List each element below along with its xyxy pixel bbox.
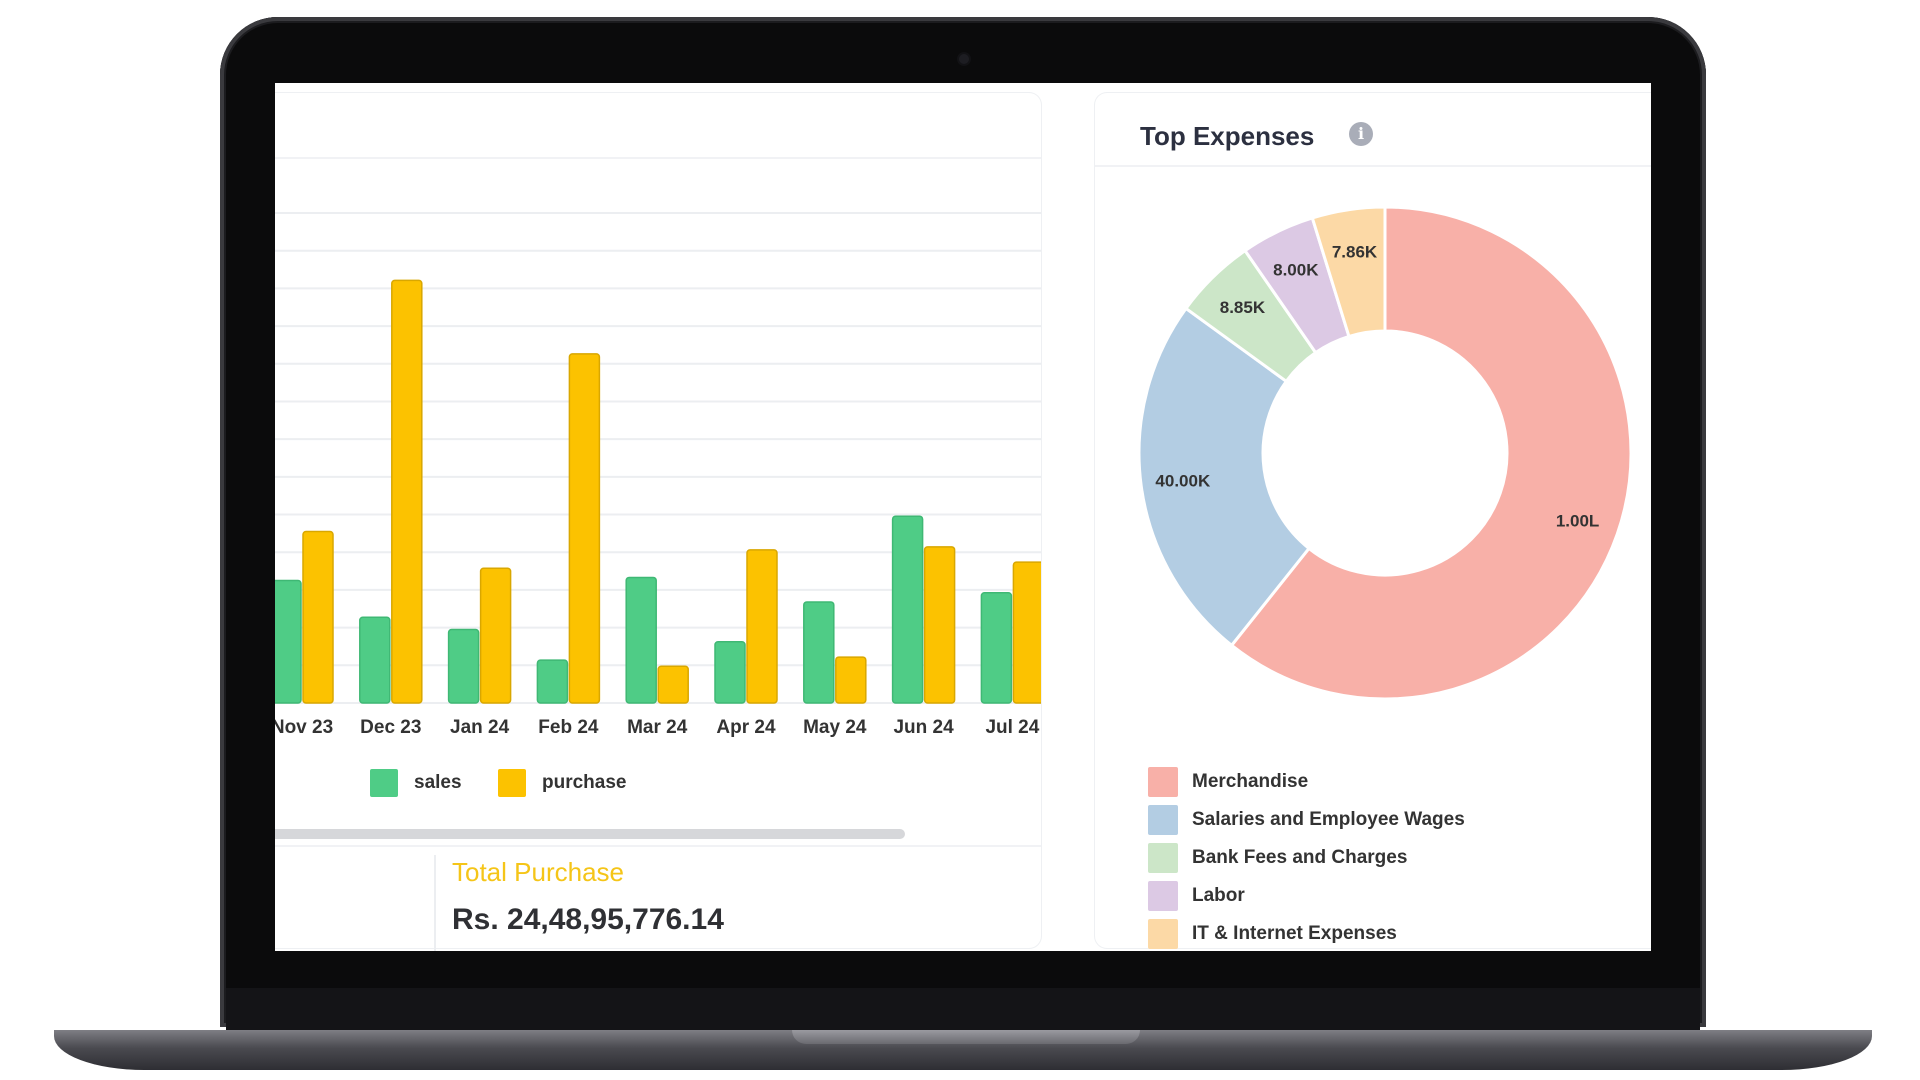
x-tick-label: Jul 24 [985, 717, 1039, 738]
bar-sales-apr-24[interactable] [714, 641, 746, 704]
donut-data-label: 1.00L [1556, 511, 1599, 530]
bar-purchase-dec-23[interactable] [391, 279, 423, 704]
legend-label: Salaries and Employee Wages [1192, 809, 1465, 830]
donut-slice-merchandise[interactable] [1229, 205, 1633, 701]
x-tick-label: Nov 23 [275, 717, 333, 738]
bar-sales-nov-23[interactable] [275, 579, 302, 704]
donut-data-label: 8.85K [1220, 298, 1266, 317]
donut-slice-it-internet-expenses[interactable] [1310, 205, 1387, 339]
x-tick-label: May 24 [803, 717, 867, 738]
x-tick-label: Mar 24 [627, 717, 688, 738]
section-divider [275, 845, 1041, 847]
legend-swatch [1148, 881, 1178, 911]
card-header-divider [275, 157, 1041, 159]
horizontal-scrollbar[interactable] [275, 829, 905, 839]
bar-purchase-jun-24[interactable] [923, 546, 956, 704]
card-header-divider [1095, 165, 1651, 167]
bar-purchase-jul-24[interactable] [1012, 561, 1041, 704]
legend-item-salaries-and-employee-wages[interactable]: Salaries and Employee Wages [1148, 801, 1465, 839]
legend-item-it-internet-expenses[interactable]: IT & Internet Expenses [1148, 915, 1465, 951]
legend-label-purchase: purchase [542, 772, 627, 793]
total-divider [434, 855, 436, 951]
legend-label: IT & Internet Expenses [1192, 923, 1397, 944]
x-tick-label: Dec 23 [360, 717, 421, 738]
total-purchase-label: Total Purchase [452, 857, 624, 887]
bar-purchase-mar-24[interactable] [657, 665, 689, 704]
legend-label: Merchandise [1192, 771, 1309, 792]
bar-purchase-apr-24[interactable] [746, 549, 778, 704]
donut-data-label: 8.00K [1273, 261, 1319, 280]
bar-purchase-may-24[interactable] [835, 656, 867, 704]
bar-sales-jun-24[interactable] [891, 515, 924, 704]
laptop-chin [226, 988, 1700, 1030]
top-expenses-donut-chart: 1.00L 40.00K 8.85K 8.00K 7.86K [1137, 205, 1633, 701]
donut-slice-salaries-and-employee-wages[interactable] [1137, 306, 1312, 648]
x-tick-label: Jan 24 [450, 717, 510, 738]
bar-purchase-feb-24[interactable] [568, 353, 601, 704]
legend-label: Labor [1192, 885, 1245, 906]
donut-data-label: 7.86K [1332, 242, 1378, 261]
x-tick-label: Jun 24 [893, 717, 954, 738]
legend-swatch-purchase [498, 769, 526, 797]
bar-purchase-jan-24[interactable] [479, 567, 512, 704]
laptop-notch [792, 1030, 1140, 1044]
legend-item-bank-fees-and-charges[interactable]: Bank Fees and Charges [1148, 839, 1465, 877]
x-tick-label: Feb 24 [538, 717, 599, 738]
legend-label: Bank Fees and Charges [1192, 847, 1408, 868]
webcam [959, 54, 969, 64]
bar-sales-mar-24[interactable] [625, 576, 657, 704]
legend-swatch [1148, 843, 1178, 873]
info-icon[interactable]: i [1349, 122, 1373, 146]
legend-item-merchandise[interactable]: Merchandise [1148, 763, 1465, 801]
donut-data-label: 40.00K [1155, 471, 1211, 490]
legend-swatch [1148, 919, 1178, 949]
legend-item-sales[interactable]: sales [370, 769, 462, 797]
bar-sales-jul-24[interactable] [980, 592, 1013, 704]
bar-sales-feb-24[interactable] [536, 659, 569, 704]
legend-item-purchase[interactable]: purchase [498, 769, 626, 797]
bar-purchase-nov-23[interactable] [302, 530, 334, 704]
legend-swatch-sales [370, 769, 398, 797]
top-expenses-title: Top Expenses [1140, 121, 1315, 151]
top-expenses-legend: Merchandise Salaries and Employee Wages Ba… [1148, 763, 1465, 951]
screen: Nov 23 Dec 23 Jan 24 Feb 24 Mar 24 Apr 24 May … [275, 83, 1651, 951]
top-expenses-card: Top Expenses i 1.00L 40.00K 8.85K 8.00K 7.86… [1095, 93, 1651, 951]
total-purchase-value: Rs. 24,48,95,776.14 [452, 903, 724, 936]
sales-purchase-bar-chart: Nov 23 Dec 23 Jan 24 Feb 24 Mar 24 Apr 24 May … [275, 212, 1041, 738]
bar-sales-dec-23[interactable] [359, 616, 391, 704]
legend-item-labor[interactable]: Labor [1148, 877, 1465, 915]
sales-purchase-card: Nov 23 Dec 23 Jan 24 Feb 24 Mar 24 Apr 24 May … [275, 93, 1041, 951]
bar-sales-jan-24[interactable] [447, 628, 480, 704]
legend-swatch [1148, 767, 1178, 797]
legend-swatch [1148, 805, 1178, 835]
bar-sales-may-24[interactable] [803, 601, 835, 704]
x-tick-label: Apr 24 [716, 717, 776, 738]
legend-label-sales: sales [414, 772, 462, 793]
